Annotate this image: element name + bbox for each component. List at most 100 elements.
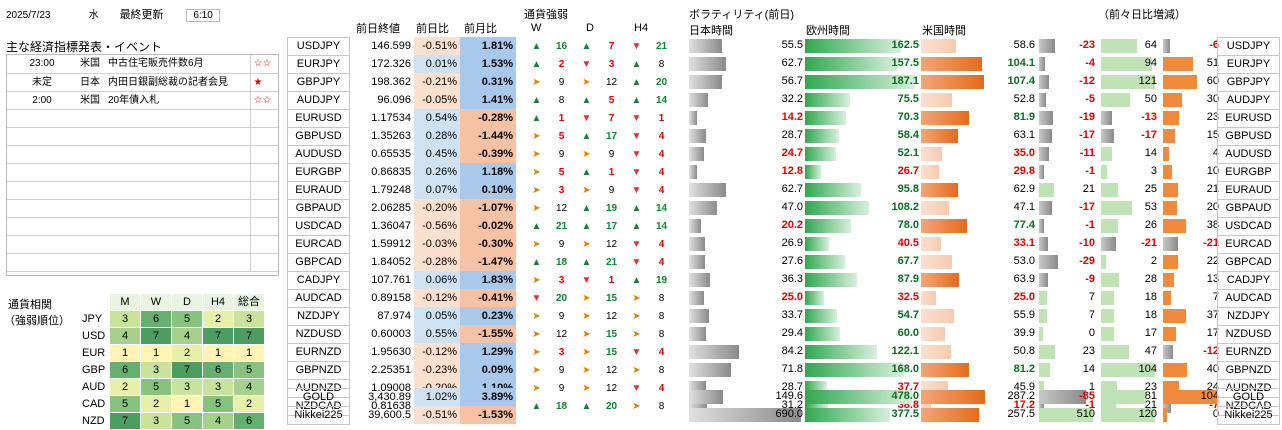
pair-row: AUDUSD — [1217, 145, 1280, 164]
day-change: -0.03% — [414, 235, 460, 253]
corr-currency: EUR — [78, 344, 110, 362]
event-row — [7, 199, 278, 218]
corr-row-GBP: GBP 6 3 7 6 5 — [78, 361, 265, 379]
diff-value: 51 — [1206, 57, 1219, 69]
month-change: -1.55% — [460, 325, 516, 343]
strength-rank: 19 — [655, 274, 668, 286]
arrow-right-icon: ➤ — [582, 346, 591, 358]
diff-bar — [1039, 147, 1049, 161]
diff-bar — [1163, 219, 1186, 233]
arrow-right-icon: ➤ — [632, 364, 641, 376]
pair-label: GBPCAD — [1217, 253, 1280, 272]
jp-value: 26.9 — [781, 237, 803, 249]
eu-value: 78.0 — [897, 219, 919, 231]
jp-bar — [689, 309, 709, 323]
strength-row: ▲ 16 ▲ 7 ▼ 21 — [524, 37, 674, 55]
jp-bar — [689, 219, 701, 233]
event-row — [7, 127, 278, 146]
arrow-down-icon: ▼ — [631, 40, 642, 52]
strength-rank: 7 — [608, 112, 615, 124]
corr-cell: 7 — [233, 327, 265, 345]
diff-bar — [1039, 327, 1043, 341]
arrow-down-icon: ▼ — [581, 274, 592, 286]
arrow-up-icon: ▲ — [581, 94, 592, 106]
volatility-row: 24.7 52.1 35.0 -11 14 4 — [689, 145, 1219, 163]
strength-rank: 8 — [658, 292, 665, 304]
corr-cell: 2 — [202, 310, 234, 328]
corr-cell: 5 — [233, 361, 265, 379]
day-change: -0.51% — [414, 406, 460, 424]
diff-bar — [1101, 93, 1130, 107]
volatility-row: 27.6 67.7 53.0 -29 2 22 — [689, 253, 1219, 271]
day-change: -0.28% — [414, 253, 460, 271]
close-value: 146.599 — [371, 39, 411, 52]
strength-row: ➤ 3 ➤ 9 ▼ 4 — [524, 181, 674, 199]
pair-row: EURGBP — [287, 163, 350, 182]
event-name — [105, 181, 250, 200]
volatility-row: 14.2 70.3 81.9 -19 -13 23 — [689, 109, 1219, 127]
arrow-right-icon: ➤ — [532, 148, 541, 160]
col-strength: 通貨強弱 — [524, 9, 568, 21]
diff-bar — [1101, 291, 1114, 305]
arrow-right-icon: ➤ — [582, 328, 591, 340]
corr-row-NZD: NZD 7 3 5 4 6 — [78, 412, 265, 430]
event-country — [77, 199, 105, 218]
col-vol: ボラティリティ(前日) — [689, 9, 795, 21]
diff-bar — [1101, 129, 1114, 143]
pair-row: GOLD — [287, 388, 350, 407]
jp-bar — [689, 363, 732, 377]
month-change: 1.18% — [460, 163, 516, 181]
corr-subtitle: （強弱順位） — [4, 315, 70, 327]
us-bar — [921, 399, 932, 413]
event-row — [7, 253, 278, 272]
diff-bar — [1039, 201, 1052, 215]
jp-bar — [689, 273, 711, 287]
arrow-right-icon: ➤ — [532, 274, 541, 286]
strength-rank: 20 — [555, 292, 568, 304]
arrow-down-icon: ▼ — [531, 292, 542, 304]
value-row: 1.17534 0.54% -0.28% — [352, 109, 516, 127]
close-value: 198.362 — [371, 75, 411, 88]
month-change: 1.53% — [460, 55, 516, 73]
col-diff: （前々日比増減） — [1098, 9, 1186, 21]
value-row: 1.95630 -0.12% 1.29% — [352, 343, 516, 361]
strength-rank: 4 — [658, 148, 665, 160]
diff-value: 1 — [1088, 381, 1095, 393]
jp-value: 55.5 — [781, 39, 803, 51]
us-bar — [921, 183, 959, 197]
diff-value: 64 — [1144, 39, 1157, 51]
arrow-right-icon: ➤ — [582, 148, 591, 160]
event-name — [105, 127, 250, 146]
corr-cell: 6 — [140, 310, 172, 328]
eu-value: 187.1 — [891, 75, 919, 87]
diff-value: 94 — [1144, 57, 1157, 69]
diff-bar — [1163, 183, 1178, 197]
strength-rank: 1 — [558, 112, 565, 124]
volatility-row: 55.5 162.5 58.6 -23 64 -6 — [689, 37, 1219, 55]
arrow-up-icon: ▲ — [531, 220, 542, 232]
close-value: 107.761 — [371, 273, 411, 286]
us-value: 52.8 — [1013, 93, 1035, 105]
month-change: -0.28% — [460, 109, 516, 127]
arrow-up-icon: ▲ — [531, 112, 542, 124]
diff-value: 47 — [1144, 345, 1157, 357]
value-row: 1.36047 -0.56% -0.02% — [352, 217, 516, 235]
corr-cell: 3 — [140, 412, 172, 430]
diff-value: -1 — [1085, 219, 1095, 231]
us-value: 107.4 — [1007, 75, 1035, 87]
event-time — [7, 145, 77, 164]
arrow-up-icon: ▲ — [531, 94, 542, 106]
strength-rank: 4 — [658, 184, 665, 196]
us-bar — [921, 129, 959, 143]
month-change: -0.02% — [460, 217, 516, 235]
strength-table: ▲ 16 ▲ 7 ▼ 21 ▲ 2 ▼ 3 ▲ 8 ➤ 9 ➤ 12 ▲ 20 ▲ 8 ▲ 5 ▲ 14 ▲ 1 ▼ 7 ▼ 1 ➤ 5 ▲ 17… — [524, 37, 674, 415]
strength-rank: 14 — [655, 220, 668, 232]
jp-value: 14.2 — [781, 111, 803, 123]
col-close: 前日終値 — [356, 23, 400, 35]
eu-value: 70.3 — [897, 111, 919, 123]
corr-cell: 3 — [171, 378, 203, 396]
diff-value: 10 — [1206, 165, 1219, 177]
strength-rank: 4 — [658, 346, 665, 358]
us-value: 287.2 — [1007, 390, 1035, 402]
strength-rank: 9 — [558, 364, 565, 376]
